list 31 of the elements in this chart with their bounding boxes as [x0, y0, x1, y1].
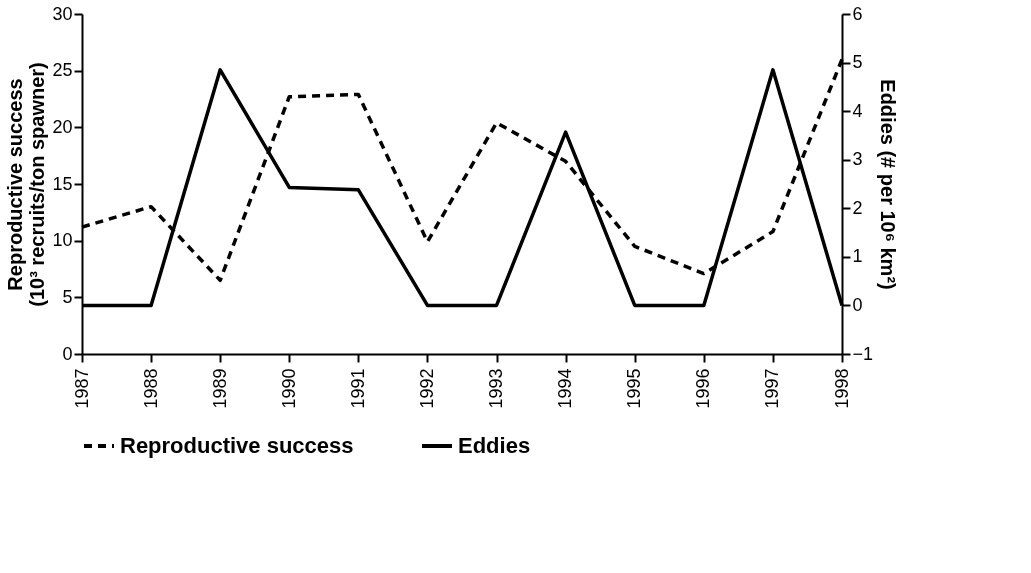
- y2-tick-label: −1: [852, 343, 874, 364]
- y2-tick-label: 2: [852, 197, 863, 218]
- y-tick-label: 10: [52, 230, 73, 251]
- x-tick-label: 1994: [555, 368, 576, 409]
- x-tick-label: 1992: [416, 368, 437, 409]
- y2-tick-label: 6: [852, 3, 863, 24]
- x-tick-label: 1997: [762, 368, 783, 409]
- x-tick-label: 1996: [693, 368, 714, 409]
- y-axis-title: Reproductive success (10³ recruits/ton spawner): [4, 62, 49, 307]
- x-tick-label: 1991: [347, 368, 368, 409]
- x-tick-label: 1987: [71, 368, 92, 409]
- x-tick-label: 1995: [624, 368, 645, 409]
- y-tick-label: 20: [52, 116, 73, 137]
- x-tick-label: 1993: [486, 368, 507, 409]
- x-tick-label: 1988: [140, 368, 161, 409]
- y2-tick-label: 4: [852, 100, 863, 121]
- x-tick-label: 1998: [831, 368, 852, 409]
- x-tick-label: 1990: [278, 368, 299, 409]
- y2-tick-label: 0: [852, 294, 863, 315]
- legend-label: Eddies: [458, 433, 531, 458]
- y2-tick-label: 1: [852, 246, 863, 267]
- y2-axis-title: Eddies (# per 10⁶ km²): [877, 79, 900, 290]
- y2-tick-label: 5: [852, 52, 863, 73]
- y-tick-label: 30: [52, 3, 73, 24]
- y2-tick-label: 3: [852, 149, 863, 170]
- y-tick-label: 5: [62, 286, 73, 307]
- legend-label: Reproductive success: [120, 433, 354, 458]
- y-tick-label: 15: [52, 173, 73, 194]
- x-tick-label: 1989: [209, 368, 230, 409]
- y-tick-label: 0: [62, 343, 73, 364]
- y-tick-label: 25: [52, 60, 73, 81]
